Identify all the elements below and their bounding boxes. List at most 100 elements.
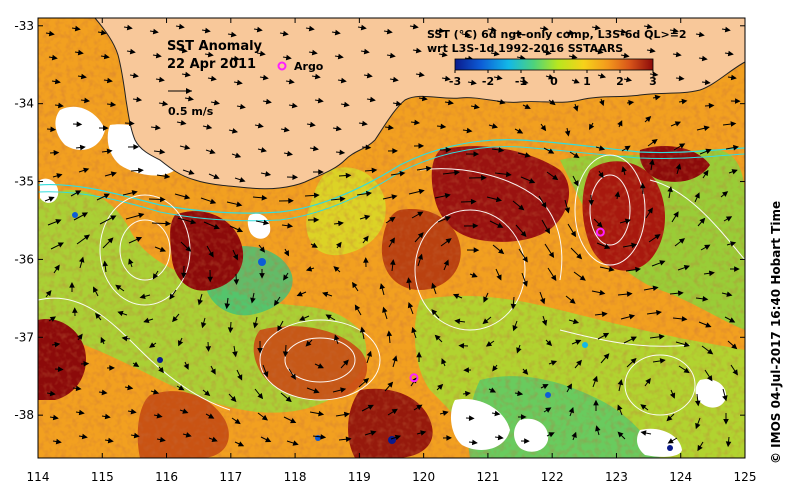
x-tick-label: 123: [605, 470, 628, 484]
current-vector-head: [206, 124, 213, 130]
current-vector-head: [698, 31, 705, 38]
colorbar-tick-label: -2: [482, 75, 494, 88]
current-vector-head: [84, 97, 90, 104]
current-vector-head: [566, 383, 572, 390]
current-vector-head: [699, 217, 706, 224]
current-vector-head: [340, 77, 347, 84]
current-vector-head: [234, 418, 241, 425]
current-vector-head: [204, 27, 211, 34]
current-vector-head: [445, 147, 452, 153]
current-vector-head: [516, 30, 523, 37]
current-vector-head: [418, 143, 425, 149]
current-vector-head: [200, 322, 207, 329]
current-vector-head: [290, 373, 296, 380]
current-vector-head: [528, 178, 536, 184]
current-vector-head: [265, 171, 272, 177]
current-vector-head: [466, 127, 473, 134]
current-vector-head: [550, 360, 558, 366]
current-vector-head: [213, 224, 220, 230]
current-vector-head: [83, 167, 90, 174]
current-vector-head: [454, 169, 461, 176]
current-vector-head: [79, 144, 86, 151]
current-vector-head: [188, 169, 195, 175]
current-vector-head: [635, 266, 642, 273]
current-vector-head: [654, 234, 661, 240]
current-vector-head: [366, 72, 373, 79]
current-vector-head: [573, 78, 580, 84]
current-vector-head: [726, 291, 733, 297]
current-vector-head: [683, 367, 690, 374]
current-vector-head: [417, 211, 424, 217]
current-vector-head: [55, 438, 62, 445]
current-vector-head: [273, 299, 280, 306]
current-vector-head: [75, 385, 82, 392]
current-vector-head: [115, 284, 122, 291]
current-vector-head: [727, 50, 734, 57]
current-vector-head: [210, 75, 217, 82]
current-vector-head: [675, 51, 682, 58]
current-vector-head: [177, 340, 184, 347]
current-vector-head: [621, 166, 627, 173]
current-vector-head: [495, 196, 502, 203]
current-vector-head: [674, 121, 682, 127]
current-vector-head: [734, 98, 741, 104]
colorbar-tick-label: 1: [583, 75, 591, 88]
current-vector-head: [651, 138, 658, 145]
current-vector-head: [232, 254, 239, 261]
current-vector-head: [370, 430, 377, 436]
argo-float-markers: [409, 227, 605, 383]
current-vector-head: [139, 293, 146, 300]
current-vector-head: [126, 24, 133, 31]
current-vector-head: [446, 435, 453, 441]
current-vector-head: [209, 148, 216, 155]
current-vector-head: [169, 293, 175, 300]
current-vector-head: [354, 304, 361, 311]
current-vector-head: [230, 396, 237, 403]
current-vector-head: [185, 245, 192, 252]
current-vector-head: [133, 144, 140, 150]
current-vector-head: [256, 26, 263, 33]
current-vector-head: [542, 25, 549, 32]
argo-legend-label: Argo: [294, 60, 324, 73]
current-vector-head: [646, 23, 653, 30]
current-vector-head: [72, 307, 78, 313]
current-vector-head: [313, 388, 320, 394]
current-vector-head: [363, 257, 369, 263]
current-vector-head: [386, 28, 393, 35]
current-vector-head: [51, 54, 58, 61]
current-vector-head: [675, 163, 682, 170]
current-vector-head: [389, 259, 396, 266]
current-vector-head: [464, 390, 471, 397]
current-vector-head: [127, 384, 134, 391]
current-vector-head: [701, 55, 708, 62]
current-vector-head: [489, 387, 497, 393]
current-vector-head: [291, 102, 298, 109]
current-vector-head: [630, 336, 637, 342]
current-vector-head: [722, 395, 728, 402]
current-vector-head: [83, 361, 90, 367]
colorbar-ramp: [454, 58, 654, 71]
current-vector-head: [371, 167, 378, 174]
current-vector-head: [729, 317, 736, 323]
current-vector-head: [520, 230, 527, 238]
current-vector-head: [388, 124, 394, 131]
current-vector-head: [497, 222, 504, 228]
current-vector-head: [732, 144, 740, 151]
current-vector-head: [573, 105, 579, 112]
current-vector-head: [339, 196, 346, 202]
current-vector-head: [683, 265, 690, 271]
current-vector-head: [158, 367, 164, 374]
colorbar-tick-label: 2: [616, 75, 624, 88]
current-vector-head: [518, 204, 525, 211]
current-vector-head: [237, 374, 243, 381]
current-vector-head: [287, 222, 294, 229]
current-vector-head: [282, 30, 289, 37]
current-vector-head: [78, 409, 85, 416]
current-vector-head: [703, 125, 710, 131]
current-vector-head: [363, 235, 369, 242]
current-vector-head: [544, 227, 551, 235]
current-vector-head: [257, 347, 263, 354]
current-vector-head: [50, 126, 57, 133]
current-vector-head: [152, 273, 159, 280]
colorbar-tick-label: -3: [449, 75, 461, 88]
